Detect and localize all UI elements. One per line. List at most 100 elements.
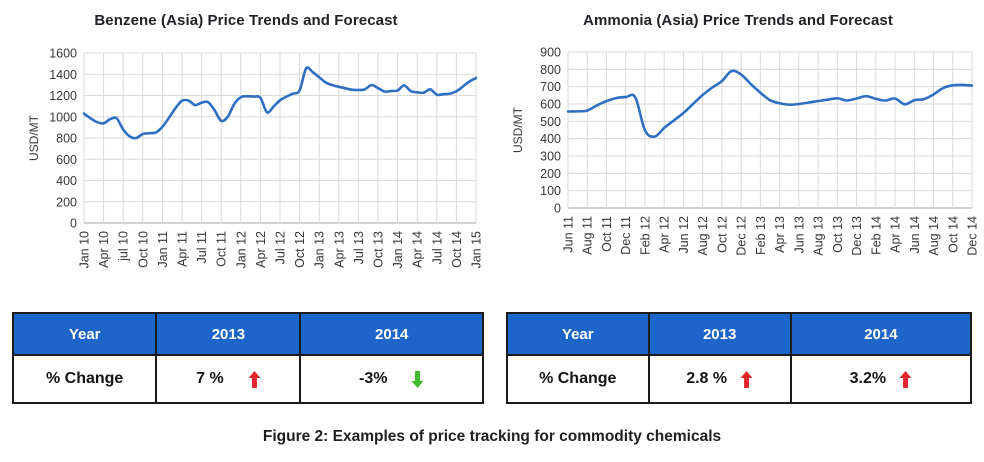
svg-text:Jan 14: Jan 14 (391, 231, 405, 269)
svg-text:500: 500 (540, 115, 561, 129)
change-tables-row: Year 2013 2014 % Change 7 % -3% (0, 312, 984, 404)
svg-text:800: 800 (540, 63, 561, 77)
svg-text:Oct 11: Oct 11 (600, 216, 614, 252)
svg-text:200: 200 (56, 195, 77, 209)
col-2014-header-cell: 2014 (789, 314, 970, 354)
ammonia-2013-change-cell: 2.8 % (647, 356, 790, 402)
svg-text:Dec 11: Dec 11 (619, 216, 633, 255)
svg-text:0: 0 (554, 202, 561, 216)
svg-text:Jul 14: Jul 14 (430, 231, 444, 264)
figure-caption: Figure 2: Examples of price tracking for… (262, 428, 722, 445)
svg-text:Apr 12: Apr 12 (254, 231, 268, 268)
axis-labels: 0 200 400 600 800 1000 1200 1400 1600 Jan 10 Apr 1… (27, 47, 484, 269)
svg-text:Dec 13: Dec 13 (850, 216, 864, 256)
ammonia-2014-change-cell: 3.2% (789, 356, 970, 402)
svg-text:Jul 11: Jul 11 (195, 231, 209, 263)
svg-text:700: 700 (540, 80, 561, 94)
svg-text:800: 800 (56, 132, 77, 146)
svg-text:Jul 12: Jul 12 (274, 231, 288, 264)
year-header-cell: Year (68, 325, 101, 343)
svg-text:Apr 14: Apr 14 (411, 231, 425, 268)
svg-text:0: 0 (70, 217, 77, 231)
svg-text:900: 900 (540, 46, 561, 60)
col-2013-header-cell: 2013 (155, 314, 299, 354)
svg-text:Jan 10: Jan 10 (78, 231, 92, 269)
svg-text:Oct 11: Oct 11 (215, 231, 229, 267)
svg-text:Oct 14: Oct 14 (946, 216, 960, 253)
table-header-row: Year 2013 2014 (508, 314, 970, 354)
table-row: % Change 7 % -3% (14, 354, 482, 402)
ammonia-chart: 0 100 200 300 400 500 600 700 800 900 Jun 11 Aug 11… (511, 46, 980, 256)
ammonia-2014-change-value: 3.2% (849, 370, 887, 387)
svg-text:Jun 14: Jun 14 (908, 216, 922, 254)
table-row: % Change 2.8 % 3.2% (508, 354, 970, 402)
svg-text:Apr 11: Apr 11 (176, 231, 190, 267)
svg-text:Jan 13: Jan 13 (313, 231, 327, 269)
svg-text:400: 400 (540, 132, 561, 146)
svg-text:1600: 1600 (49, 47, 77, 61)
svg-text:Dec 12: Dec 12 (735, 216, 749, 256)
year-header-cell: Year (561, 325, 594, 343)
table-header-row: Year 2013 2014 (14, 314, 482, 354)
svg-text:600: 600 (540, 98, 561, 112)
benzene-2013-change-cell: 7 % (155, 356, 300, 402)
svg-text:Aug 14: Aug 14 (927, 216, 941, 256)
benzene-chart-block: Benzene (Asia) Price Trends and Forecast… (0, 0, 492, 300)
svg-text:1400: 1400 (49, 68, 77, 82)
svg-text:300: 300 (540, 150, 561, 164)
ammonia-2013-change-value: 2.8 % (686, 370, 728, 387)
ammonia-change-table: Year 2013 2014 % Change 2.8 % 3.2% (506, 312, 972, 404)
price-line (566, 69, 974, 139)
up-arrow-icon (899, 370, 912, 388)
percent-change-label: % Change (508, 356, 648, 402)
svg-text:Jan 12: Jan 12 (234, 231, 248, 269)
benzene-2013-change-value: 7 % (196, 370, 224, 387)
ammonia-chart-title: Ammonia (Asia) Price Trends and Forecast (583, 12, 893, 29)
svg-text:Apr 13: Apr 13 (332, 231, 346, 268)
svg-text:Oct 12: Oct 12 (293, 231, 307, 268)
benzene-chart: 0 200 400 600 800 1000 1200 1400 1600 Jan 10 Apr 1… (27, 47, 484, 269)
svg-text:Oct 13: Oct 13 (372, 231, 386, 268)
svg-text:Jun 11: Jun 11 (562, 216, 576, 253)
percent-change-label: % Change (14, 356, 156, 402)
svg-text:Jan 15: Jan 15 (470, 231, 484, 269)
col-2013-header-cell: 2013 (647, 314, 790, 354)
svg-text:Feb 12: Feb 12 (638, 216, 652, 255)
ammonia-chart-block: Ammonia (Asia) Price Trends and Forecast… (492, 0, 984, 300)
benzene-2014-change-cell: -3% (299, 356, 482, 402)
svg-text:Apr 13: Apr 13 (773, 216, 787, 253)
svg-text:Apr 14: Apr 14 (889, 216, 903, 253)
up-arrow-icon (740, 370, 753, 388)
svg-text:Jun 12: Jun 12 (677, 216, 691, 254)
svg-text:200: 200 (540, 167, 561, 181)
benzene-2014-change-value: -3% (359, 370, 388, 387)
svg-text:jul 10: jul 10 (117, 231, 131, 262)
svg-text:Aug 13: Aug 13 (812, 216, 826, 256)
svg-text:Oct 12: Oct 12 (715, 216, 729, 253)
svg-text:Aug 11: Aug 11 (581, 216, 595, 255)
svg-text:100: 100 (540, 184, 561, 198)
benzene-chart-title: Benzene (Asia) Price Trends and Forecast (94, 12, 398, 29)
benzene-change-table: Year 2013 2014 % Change 7 % -3% (12, 312, 484, 404)
up-arrow-icon (248, 370, 261, 388)
svg-text:Apr 12: Apr 12 (658, 216, 672, 253)
svg-text:Jan 11: Jan 11 (156, 231, 170, 268)
svg-text:Dec 14: Dec 14 (966, 216, 980, 256)
svg-text:Oct 14: Oct 14 (450, 231, 464, 268)
svg-text:Jul 13: Jul 13 (352, 231, 366, 264)
svg-text:1200: 1200 (49, 89, 77, 103)
svg-text:Feb 13: Feb 13 (754, 216, 768, 255)
gridlines (83, 52, 477, 224)
svg-text:400: 400 (56, 174, 77, 188)
svg-text:600: 600 (56, 153, 77, 167)
svg-text:1000: 1000 (49, 110, 77, 124)
down-arrow-icon (412, 370, 424, 388)
y-axis-title: USD/MT (27, 114, 41, 161)
svg-text:Jun 13: Jun 13 (792, 216, 806, 254)
gridlines (567, 51, 973, 209)
y-axis-title: USD/MT (511, 106, 525, 153)
svg-text:Oct 13: Oct 13 (831, 216, 845, 253)
axis-labels: 0 100 200 300 400 500 600 700 800 900 Jun 11 Aug 11… (511, 46, 980, 256)
price-line (82, 66, 478, 140)
